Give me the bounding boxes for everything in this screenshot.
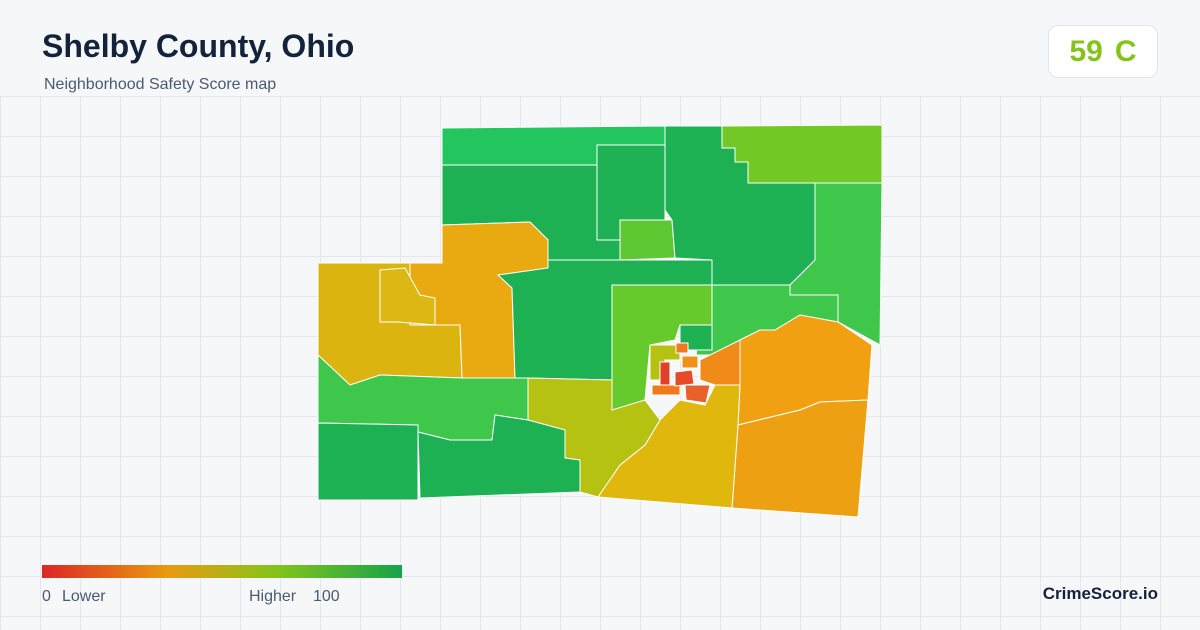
region [659,361,671,386]
region [317,422,419,501]
subtitle: Neighborhood Safety Score map [44,76,277,93]
legend-max-label: Higher [249,588,297,605]
score-badge: 59 C [1048,25,1158,78]
region [699,339,741,386]
title: Shelby County, Ohio [42,28,355,64]
header [0,0,1200,96]
score: 59 [1069,35,1103,68]
region [675,342,689,354]
legend-min-label: Lower [62,588,106,605]
region [619,219,676,261]
region [417,414,581,499]
grade: C [1114,35,1137,68]
region [681,355,699,369]
brand: CrimeScore.io [1042,584,1158,603]
legend-gradient [42,565,402,578]
region [651,384,681,396]
region [684,384,711,404]
legend-max: 100 [313,588,340,605]
region [379,267,436,326]
legend-min: 0 [42,588,51,605]
region [674,369,695,387]
